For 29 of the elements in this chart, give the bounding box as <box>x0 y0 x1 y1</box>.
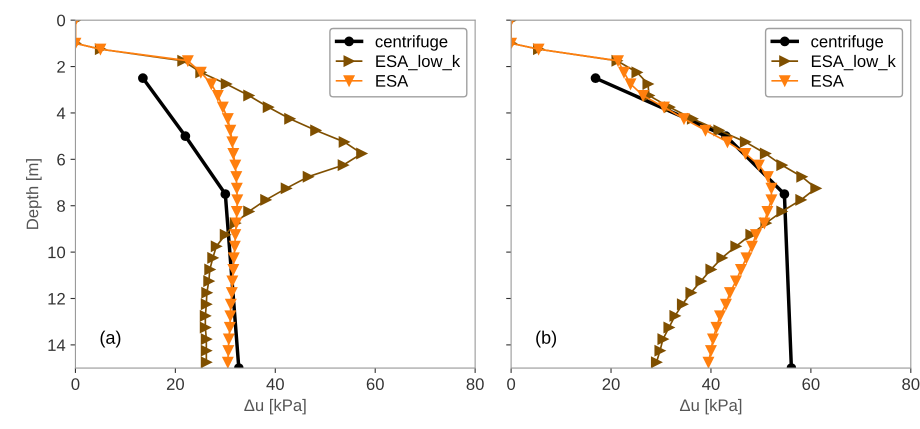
y-tick-label: 6 <box>57 154 65 166</box>
x-tick-label: 20 <box>166 378 184 390</box>
legend-label: ESA_low_k <box>376 54 460 70</box>
y-tick-label: 10 <box>48 246 66 258</box>
y-tick-label: 0 <box>57 14 66 26</box>
legend-label: centrifuge <box>811 35 884 51</box>
x-tick-label: 0 <box>507 378 516 390</box>
x-tick-label: 80 <box>902 378 920 390</box>
x-tick-label: 0 <box>71 378 80 390</box>
x-axis-title: Δu [kPa] <box>244 398 306 414</box>
y-axis-title: Depth [m] <box>26 159 42 229</box>
y-tick-label: 12 <box>48 292 65 305</box>
x-axis-title: Δu [kPa] <box>680 398 742 414</box>
legend-label: centrifuge <box>376 35 448 51</box>
x-tick-label: 60 <box>802 378 820 390</box>
x-tick-label: 80 <box>466 378 484 390</box>
y-tick-label: 4 <box>56 108 66 119</box>
x-tick-label: 20 <box>602 378 620 390</box>
legend-label: ESA_low_k <box>812 54 896 70</box>
legend-label: ESA <box>812 75 844 87</box>
annotation: (a) <box>100 330 120 348</box>
x-tick-label: 40 <box>266 378 284 390</box>
x-tick-label: 60 <box>366 378 384 390</box>
y-tick-label: 2 <box>57 60 65 73</box>
annotation: (b) <box>536 330 556 348</box>
y-tick-label: 8 <box>57 200 65 212</box>
legend-label: ESA <box>376 75 408 87</box>
y-tick-label: 14 <box>48 339 66 351</box>
x-tick-label: 40 <box>702 378 720 390</box>
